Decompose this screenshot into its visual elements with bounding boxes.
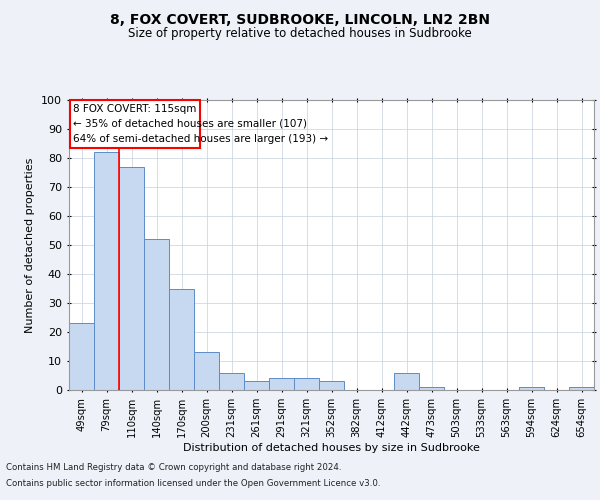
Bar bbox=[194, 352, 219, 390]
Bar bbox=[394, 372, 419, 390]
Bar bbox=[569, 387, 594, 390]
Bar bbox=[294, 378, 319, 390]
Bar bbox=[219, 372, 244, 390]
Bar bbox=[244, 382, 269, 390]
Bar bbox=[419, 387, 444, 390]
Text: 8, FOX COVERT, SUDBROOKE, LINCOLN, LN2 2BN: 8, FOX COVERT, SUDBROOKE, LINCOLN, LN2 2… bbox=[110, 12, 490, 26]
Text: Size of property relative to detached houses in Sudbrooke: Size of property relative to detached ho… bbox=[128, 28, 472, 40]
Bar bbox=[119, 166, 144, 390]
FancyBboxPatch shape bbox=[70, 100, 200, 148]
Text: Contains public sector information licensed under the Open Government Licence v3: Contains public sector information licen… bbox=[6, 478, 380, 488]
Text: 8 FOX COVERT: 115sqm
← 35% of detached houses are smaller (107)
64% of semi-deta: 8 FOX COVERT: 115sqm ← 35% of detached h… bbox=[73, 104, 328, 144]
Bar bbox=[519, 387, 544, 390]
Y-axis label: Number of detached properties: Number of detached properties bbox=[25, 158, 35, 332]
Bar bbox=[169, 288, 194, 390]
Bar bbox=[94, 152, 119, 390]
Bar bbox=[269, 378, 294, 390]
Bar bbox=[144, 239, 169, 390]
X-axis label: Distribution of detached houses by size in Sudbrooke: Distribution of detached houses by size … bbox=[183, 443, 480, 453]
Bar bbox=[69, 324, 94, 390]
Bar bbox=[319, 382, 344, 390]
Text: Contains HM Land Registry data © Crown copyright and database right 2024.: Contains HM Land Registry data © Crown c… bbox=[6, 464, 341, 472]
